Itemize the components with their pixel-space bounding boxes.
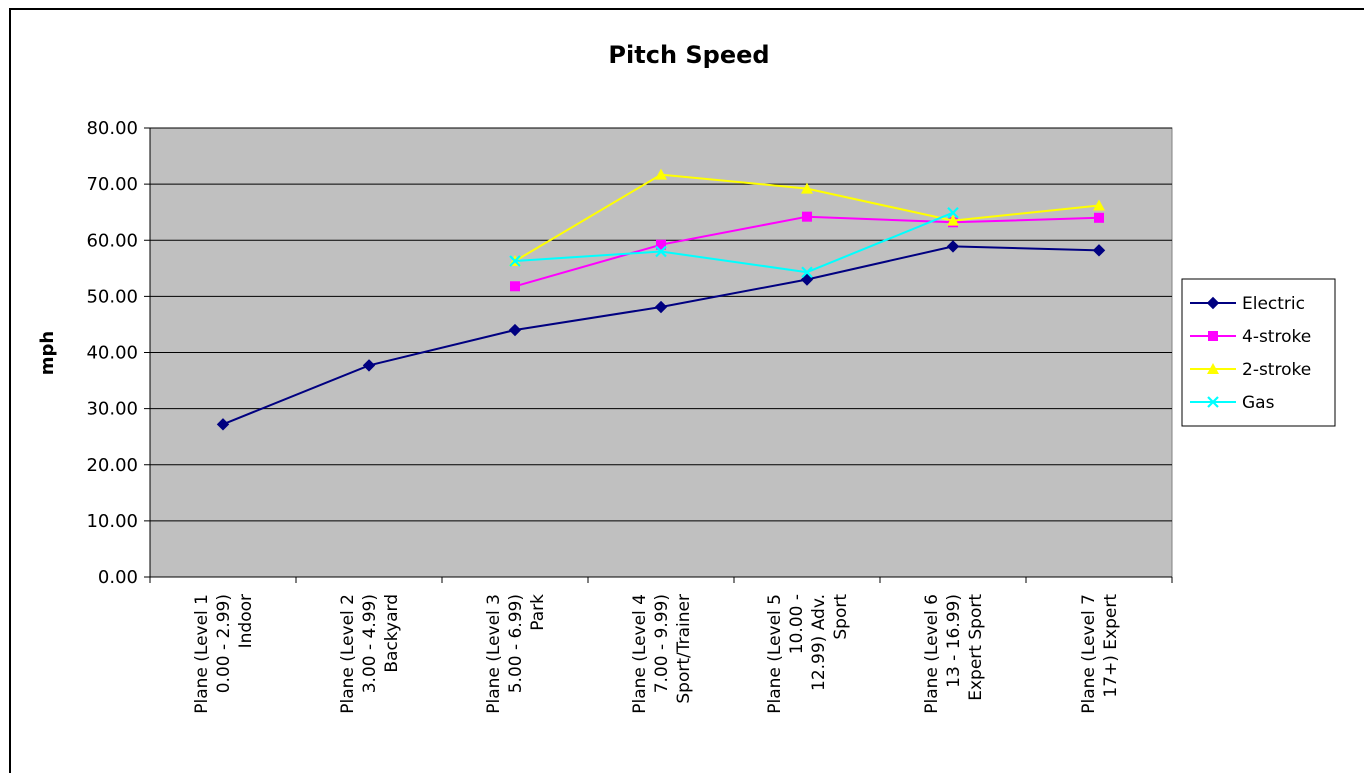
point-electric-4 bbox=[800, 273, 814, 286]
legend-marker-2-stroke bbox=[1207, 363, 1219, 374]
x-tick-label-0-line-2: Indoor bbox=[236, 594, 256, 648]
x-tick-label-6: Plane (Level 7 17+) Expert bbox=[1079, 594, 1121, 714]
plot-area: 0.00 10.00 20.00 30.00 40.00 50.00 60.00 70.00 8… bbox=[86, 118, 1173, 714]
series-gas bbox=[509, 206, 959, 279]
point-gas-5 bbox=[947, 206, 959, 219]
x-tick-label-5: Plane (Level 6 13 - 16.99) Expert Sport bbox=[922, 594, 986, 714]
x-tick-label-2-line-2: Park bbox=[528, 594, 548, 631]
top-strip bbox=[0, 0, 1364, 8]
point-2-stroke-5 bbox=[947, 214, 959, 226]
legend-label-2-stroke: 2-stroke bbox=[1242, 360, 1311, 380]
y-tick-label-0: 0.00 bbox=[98, 567, 138, 588]
point-electric-0 bbox=[216, 418, 230, 431]
point-gas-3-stroke-b bbox=[655, 245, 667, 258]
x-tick-label-2: Plane (Level 3 5.00 - 6.99) Park bbox=[484, 594, 548, 714]
point-4-stroke-2 bbox=[510, 281, 520, 292]
x-tick-label-4-line-3: Sport bbox=[831, 594, 851, 640]
x-tick-label-0: Plane (Level 1 0.00 - 2.99) Indoor bbox=[192, 594, 256, 714]
point-gas-3 bbox=[655, 245, 667, 258]
x-tick-label-3-line-1: 7.00 - 9.99) bbox=[652, 594, 672, 693]
legend-marker-electric bbox=[1206, 296, 1220, 310]
series-electric bbox=[216, 240, 1106, 431]
y-tick-label-1: 10.00 bbox=[86, 511, 138, 532]
x-tick-label-5-line-0: Plane (Level 6 bbox=[922, 594, 942, 714]
y-tick-label-3: 30.00 bbox=[86, 399, 138, 420]
point-electric-3 bbox=[654, 300, 668, 314]
x-tick-label-4: Plane (Level 5 10.00 -12.99) Adv. Sport bbox=[765, 594, 851, 714]
y-tick-label-6: 60.00 bbox=[86, 230, 138, 251]
x-tick-label-4-line-0: Plane (Level 5 bbox=[765, 594, 785, 714]
legend-label-gas: Gas bbox=[1242, 393, 1275, 413]
x-tick-label-1-line-0: Plane (Level 2 bbox=[338, 594, 358, 714]
point-electric-6 bbox=[1092, 244, 1106, 257]
legend-item-2-stroke: 2-stroke bbox=[1190, 360, 1311, 380]
point-electric-1 bbox=[362, 359, 376, 372]
point-2-stroke-6 bbox=[1093, 199, 1105, 211]
point-gas-2 bbox=[509, 255, 521, 267]
x-tick-label-0-line-1: 0.00 - 2.99) bbox=[214, 594, 234, 693]
y-axis-label: mph bbox=[37, 331, 58, 375]
chart-title: Pitch Speed bbox=[608, 41, 769, 69]
legend-item-4-stroke: 4-stroke bbox=[1190, 327, 1311, 347]
x-tick-label-0-line-0: Plane (Level 1 bbox=[192, 594, 212, 714]
x-tick-label-3-line-0: Plane (Level 4 bbox=[630, 594, 650, 714]
point-4-stroke-4 bbox=[802, 211, 812, 222]
x-tick-label-2-line-1: 5.00 - 6.99) bbox=[506, 594, 526, 693]
x-tick-label-3: Plane (Level 4 7.00 - 9.99) Sport/Trainer bbox=[630, 594, 694, 714]
legend-item-electric: Electric bbox=[1190, 294, 1305, 314]
y-tick-label-2: 20.00 bbox=[86, 455, 138, 476]
point-gas-4 bbox=[801, 266, 813, 279]
point-gas-2-stroke-b bbox=[509, 255, 521, 267]
x-tick-label-1: Plane (Level 2 3.00 - 4.99) Backyard bbox=[338, 594, 402, 714]
x-tick-label-5-line-1: 13 - 16.99) bbox=[944, 594, 964, 688]
legend-label-4-stroke: 4-stroke bbox=[1242, 327, 1311, 347]
x-tick-label-1-line-1: 3.00 - 4.99) bbox=[360, 594, 380, 693]
series-line-gas bbox=[514, 211, 954, 274]
legend: Electric 4-stroke 2-stroke Gas bbox=[1181, 278, 1336, 427]
point-electric-2 bbox=[508, 323, 522, 337]
point-gas-5-stroke-b bbox=[947, 206, 959, 219]
x-tick-label-1-line-2: Backyard bbox=[382, 594, 402, 673]
x-tick-label-4-line-1: 10.00 - bbox=[787, 594, 807, 654]
point-2-stroke-3 bbox=[655, 168, 667, 180]
y-tick-label-8: 80.00 bbox=[86, 118, 138, 139]
y-tick-label-4: 40.00 bbox=[86, 343, 138, 364]
point-electric-5 bbox=[946, 240, 960, 253]
y-tick-label-7: 70.00 bbox=[86, 174, 138, 195]
x-tick-label-6-line-1: 17+) Expert bbox=[1101, 594, 1121, 698]
legend-label-electric: Electric bbox=[1242, 294, 1305, 314]
legend-marker-gas-stroke-b bbox=[1207, 396, 1219, 408]
y-tick-label-5: 50.00 bbox=[86, 286, 138, 307]
x-tick-label-4-line-2: 12.99) Adv. bbox=[809, 594, 829, 691]
point-2-stroke-4 bbox=[801, 182, 813, 194]
x-tick-label-5-line-2: Expert Sport bbox=[966, 594, 986, 701]
legend-marker-gas bbox=[1207, 396, 1219, 408]
x-tick-label-3-line-2: Sport/Trainer bbox=[674, 594, 694, 704]
legend-item-gas: Gas bbox=[1190, 393, 1275, 413]
x-tick-label-6-line-0: Plane (Level 7 bbox=[1079, 594, 1099, 714]
point-gas-4-stroke-b bbox=[801, 266, 813, 279]
x-tick-label-2-line-0: Plane (Level 3 bbox=[484, 594, 504, 714]
legend-marker-4-stroke bbox=[1208, 331, 1218, 341]
point-4-stroke-3 bbox=[656, 239, 666, 250]
point-4-stroke-6 bbox=[1094, 212, 1104, 223]
